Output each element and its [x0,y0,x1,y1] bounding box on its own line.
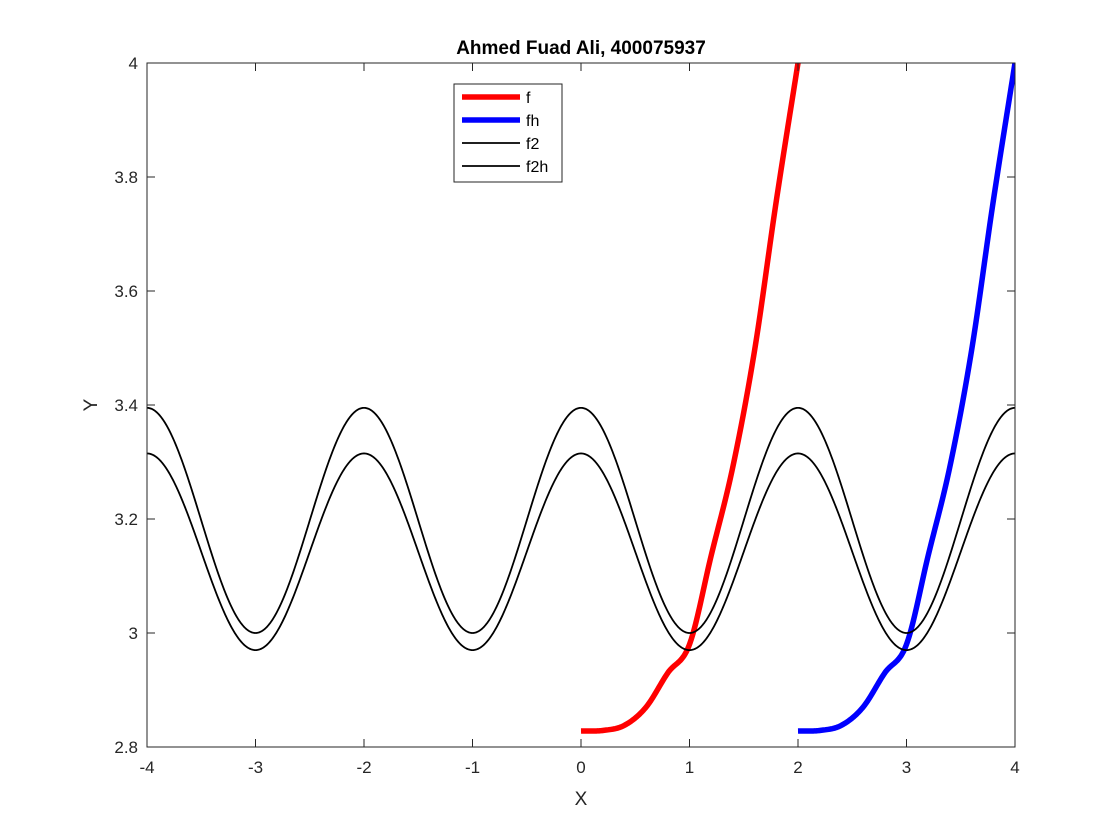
x-tick-label: 0 [576,758,585,777]
legend-label-fh: fh [526,113,539,130]
series-line-fh [796,63,1015,734]
legend-items: f fh f2 f2h [462,90,548,176]
x-tick-label: 2 [793,758,802,777]
y-tick-label: 2.8 [114,738,138,757]
x-tick-label: 4 [1010,758,1019,777]
y-tick-label: 3.8 [114,168,138,187]
y-axis-label: Y [81,398,102,411]
chart-title: Ahmed Fuad Ali, 400075937 [456,38,706,59]
x-tick-label: 3 [902,758,911,777]
series-line-f [579,63,801,734]
x-tick-label: -2 [356,758,371,777]
x-tick-label: -3 [248,758,263,777]
x-tick-label: -4 [139,758,154,777]
series-layer [147,63,1015,734]
series-line-f2h [147,452,1015,651]
x-axis-label: X [575,789,588,810]
plot-area [147,63,1015,747]
y-tick-label: 3.4 [114,396,138,415]
legend-label-f2h: f2h [526,159,548,176]
axes-layer: -4 -3 -2 -1 0 1 2 3 4 2.8 3 3.2 3.4 3.6 3.8 4 [114,54,1019,777]
legend-label-f: f [526,90,531,107]
y-tick-label: 4 [129,54,138,73]
y-tick-label: 3 [129,624,138,643]
legend: f fh f2 f2h [453,83,563,183]
x-tick-label: -1 [465,758,480,777]
y-tick-label: 3.6 [114,282,138,301]
x-tick-label: 1 [685,758,694,777]
y-tick-label: 3.2 [114,510,138,529]
series-line-f2 [147,406,1015,634]
legend-label-f2: f2 [526,136,539,153]
